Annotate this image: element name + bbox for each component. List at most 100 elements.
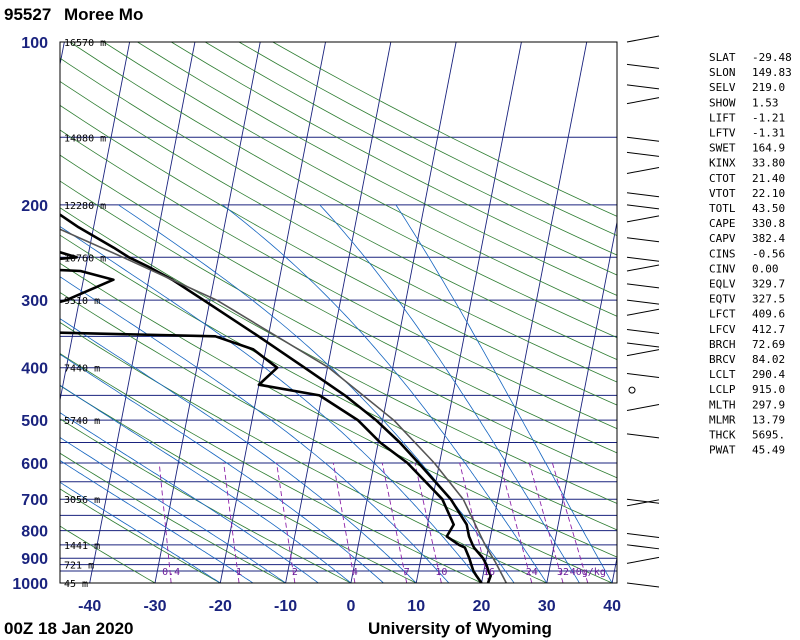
mixing-ratio-line — [499, 462, 533, 583]
index-name: SHOW — [709, 96, 736, 109]
index-value: 915.0 — [752, 383, 785, 396]
height-label: 721 m — [64, 561, 94, 572]
temperature-tick-label: 0 — [346, 598, 355, 615]
pressure-tick-label: 100 — [21, 35, 48, 52]
moist-adiabat-line — [60, 412, 319, 583]
index-name: LIFT — [709, 111, 736, 124]
index-name: SWET — [709, 142, 736, 155]
station-id: 95527 — [4, 5, 51, 24]
temperature-tick-label: 10 — [407, 598, 425, 615]
pressure-tick-label: 500 — [21, 413, 48, 430]
moist-adiabat-line — [60, 437, 286, 583]
height-label: 9510 m — [64, 296, 100, 307]
moist-adiabat-line — [60, 276, 450, 583]
wind-barb — [626, 215, 660, 223]
moist-adiabat-line — [118, 204, 515, 583]
mixing-ratio-label: 32 — [557, 567, 569, 578]
dry-adiabat-line — [60, 322, 547, 583]
isotherm-line — [611, 555, 617, 583]
isotherm-line — [481, 42, 588, 583]
stability-indices: SLAT -29.48 SLON 149.83 SELV 219.0 SHOW 1.53 LIF… — [709, 51, 792, 457]
index-value: 72.69 — [752, 338, 785, 351]
pressure-tick-label: 900 — [21, 551, 48, 568]
mixing-ratio-line — [276, 462, 296, 583]
mixing-ratio-line — [223, 462, 240, 583]
wind-barb — [626, 35, 660, 43]
index-name: CAPV — [709, 232, 736, 245]
index-value: 290.4 — [752, 368, 785, 381]
index-name: CINV — [709, 262, 736, 275]
index-name: LFTV — [709, 127, 736, 140]
moist-adiabat-line — [60, 318, 417, 583]
index-name: KINX — [709, 157, 736, 170]
mixing-ratio-line — [381, 462, 408, 583]
mixing-ratio-label: 1 — [236, 567, 242, 578]
mixing-ratio-label: 0.4 — [162, 567, 180, 578]
index-value: 22.10 — [752, 187, 785, 200]
index-name: SLON — [709, 66, 736, 79]
wind-barb — [626, 373, 660, 379]
mixing-ratio-label: 7 — [404, 567, 410, 578]
plot-grid — [60, 42, 617, 583]
index-name: LFCV — [709, 323, 736, 336]
moist-adiabat-line — [60, 353, 384, 583]
dry-adiabat-line — [60, 385, 417, 583]
moist-adiabat-line — [319, 204, 580, 583]
mixing-ratio-label: 4 — [352, 567, 358, 578]
pressure-tick-label: 1000 — [12, 576, 48, 593]
plot-frame — [59, 41, 618, 584]
index-value: 330.8 — [752, 217, 785, 230]
temperature-tick-label: 20 — [473, 598, 491, 615]
dry-adiabat-line — [60, 57, 617, 361]
index-name: BRCH — [709, 338, 736, 351]
index-name: EQTV — [709, 293, 736, 306]
wind-barb — [626, 84, 660, 90]
isotherm-line — [546, 219, 617, 583]
dry-adiabat-line — [60, 262, 617, 558]
moist-adiabat-line — [222, 204, 548, 583]
index-value: -0.56 — [752, 247, 785, 260]
dry-adiabat-line — [60, 353, 482, 583]
index-value: 149.83 — [752, 66, 792, 79]
parcel-trace — [60, 228, 508, 583]
wind-barb — [626, 404, 660, 412]
dry-adiabat-line — [60, 488, 221, 583]
wind-barb — [626, 544, 660, 550]
data-source: University of Wyoming — [368, 619, 552, 638]
mixing-ratio-line — [414, 462, 442, 583]
wind-barb — [626, 433, 660, 439]
index-name: EQLV — [709, 278, 736, 291]
moist-adiabat-line — [60, 460, 254, 583]
mixing-ratio-label: 2 — [292, 567, 298, 578]
pressure-tick-label: 300 — [21, 293, 48, 310]
wind-barb — [626, 556, 660, 564]
wind-barb — [626, 308, 660, 316]
index-name: CAPE — [709, 217, 736, 230]
isotherm-line — [219, 42, 326, 583]
wind-barb — [626, 582, 660, 588]
wind-barb — [626, 342, 660, 348]
index-name: SELV — [709, 81, 736, 94]
dry-adiabat-line — [60, 525, 156, 583]
index-name: MLMR — [709, 413, 736, 426]
wind-barb — [626, 256, 660, 262]
station-name: Moree Mo — [64, 5, 143, 24]
index-value: 164.9 — [752, 142, 785, 155]
index-name: BRCV — [709, 353, 736, 366]
index-value: 21.40 — [752, 172, 785, 185]
temperature-trace — [60, 213, 493, 583]
height-label: 12280 m — [64, 201, 106, 212]
wind-barb — [626, 498, 660, 504]
dry-adiabat-line — [137, 42, 617, 296]
height-label: 14080 m — [64, 133, 106, 144]
height-label: 1441 m — [64, 541, 100, 552]
wind-barb — [626, 299, 660, 305]
index-name: PWAT — [709, 444, 736, 457]
index-value: 45.49 — [752, 444, 785, 457]
index-value: 297.9 — [752, 398, 785, 411]
wind-barb — [626, 192, 660, 198]
mixing-ratio-label: 16 — [483, 567, 495, 578]
moist-adiabat-line — [60, 384, 352, 583]
mixing-ratio-line — [551, 462, 589, 583]
temperature-tick-label: 30 — [538, 598, 556, 615]
